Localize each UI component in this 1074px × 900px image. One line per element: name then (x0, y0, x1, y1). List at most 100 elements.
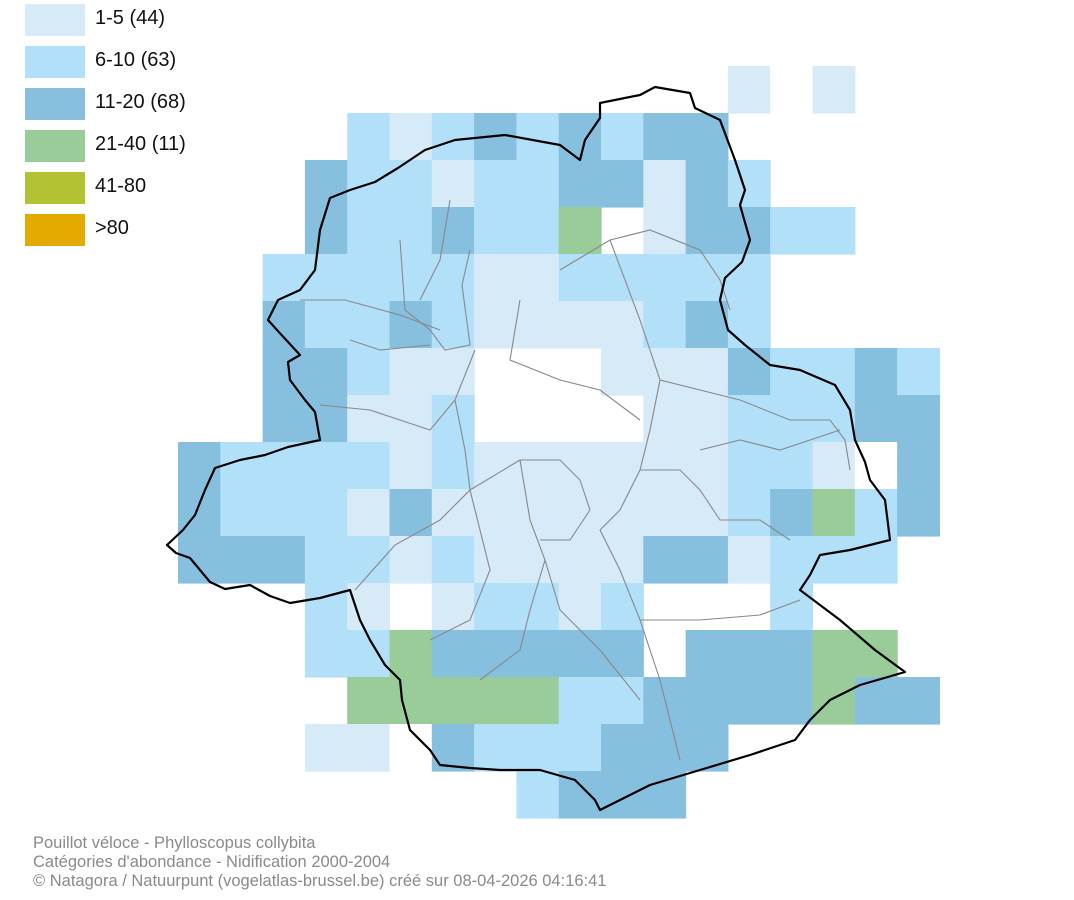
grid-cell (516, 489, 560, 537)
municipality-border (640, 469, 791, 541)
grid-cell (685, 395, 729, 443)
grid-cell (558, 207, 602, 255)
grid-cell (643, 254, 687, 302)
grid-cell (516, 536, 560, 584)
grid-cell (262, 301, 306, 349)
grid-cell (474, 724, 517, 772)
grid-cell (685, 113, 729, 161)
grid-cell (474, 489, 517, 537)
grid-cell (558, 771, 602, 819)
grid-cell (727, 395, 771, 443)
grid-cell (220, 489, 264, 537)
grid-cell (389, 677, 433, 725)
grid-cell (304, 724, 348, 772)
grid-cell (812, 442, 856, 490)
grid-cell (685, 489, 729, 537)
municipality-border (469, 459, 591, 511)
grid-cell (897, 489, 940, 537)
legend-swatch (25, 172, 85, 204)
municipality-borders (300, 199, 851, 761)
grid-cell (770, 536, 814, 584)
grid-cell (516, 207, 560, 255)
legend-item: 6-10 (63) (25, 46, 285, 78)
grid-cell (516, 254, 560, 302)
grid-cell (431, 113, 475, 161)
grid-cell (643, 160, 687, 208)
grid-cell (601, 489, 644, 537)
grid-cell (897, 348, 940, 396)
grid-cell (812, 536, 856, 584)
grid-cell (558, 630, 602, 678)
municipality-border (559, 229, 731, 311)
grid-cell (558, 113, 602, 161)
grid-cell (304, 489, 348, 537)
grid-cell (854, 348, 898, 396)
grid-cell (516, 113, 560, 161)
grid-cell (389, 536, 433, 584)
grid-cell (389, 207, 433, 255)
municipality-border (354, 399, 471, 591)
grid-cell (812, 395, 856, 443)
grid-cell (431, 536, 475, 584)
grid-cell (812, 348, 856, 396)
grid-cell (643, 348, 687, 396)
grid-cell (431, 724, 475, 772)
grid-cell (685, 207, 729, 255)
grid-cell (347, 395, 391, 443)
grid-cell (431, 630, 475, 678)
credits: Pouillot véloce - Phylloscopus collybita… (33, 834, 607, 891)
municipality-border (509, 299, 641, 421)
grid-cell (854, 489, 898, 537)
grid-cell (558, 489, 602, 537)
municipality-border (599, 239, 661, 531)
grid-cell (854, 442, 898, 490)
municipality-border (479, 559, 546, 681)
grid-cell (389, 630, 433, 678)
grid-cell (770, 677, 814, 725)
grid-cell (727, 207, 771, 255)
legend-item: 21-40 (11) (25, 130, 285, 162)
legend-item: 11-20 (68) (25, 88, 285, 120)
legend-label: 41-80 (95, 175, 147, 197)
grid-cell (431, 583, 475, 631)
municipality-border (429, 489, 491, 641)
grid-cell (262, 489, 306, 537)
grid-cell (347, 583, 391, 631)
legend-swatch (25, 46, 85, 78)
grid-cell (474, 207, 517, 255)
grid-cell (601, 113, 644, 161)
grid-cell (727, 442, 771, 490)
grid-cell (347, 254, 391, 302)
grid-cell (389, 442, 433, 490)
grid-cell (262, 442, 306, 490)
grid-cell (347, 536, 391, 584)
grid-cell (685, 630, 729, 678)
grid-cell (558, 160, 602, 208)
grid-cell (262, 536, 306, 584)
grid-cell (601, 724, 644, 772)
municipality-border (399, 239, 471, 351)
municipality-border (419, 199, 451, 301)
grid-cell (812, 66, 856, 114)
municipality-border (349, 339, 431, 351)
grid-cell (474, 536, 517, 584)
grid-cell (727, 677, 771, 725)
legend-item: >80 (25, 214, 285, 246)
grid-cell (178, 536, 221, 584)
grid-cell (727, 348, 771, 396)
grid-cell (474, 677, 517, 725)
grid-cell (727, 254, 771, 302)
grid-cell (516, 160, 560, 208)
legend-label: 11-20 (68) (95, 91, 186, 113)
grid-cell (389, 160, 433, 208)
grid-cell (304, 254, 348, 302)
grid-cell (474, 254, 517, 302)
grid-cell (516, 677, 560, 725)
grid-cell (643, 442, 687, 490)
grid-cell (727, 630, 771, 678)
grid-cell (347, 113, 391, 161)
grid-cell (516, 583, 560, 631)
grid-cell (601, 254, 644, 302)
grid-cell (262, 254, 306, 302)
